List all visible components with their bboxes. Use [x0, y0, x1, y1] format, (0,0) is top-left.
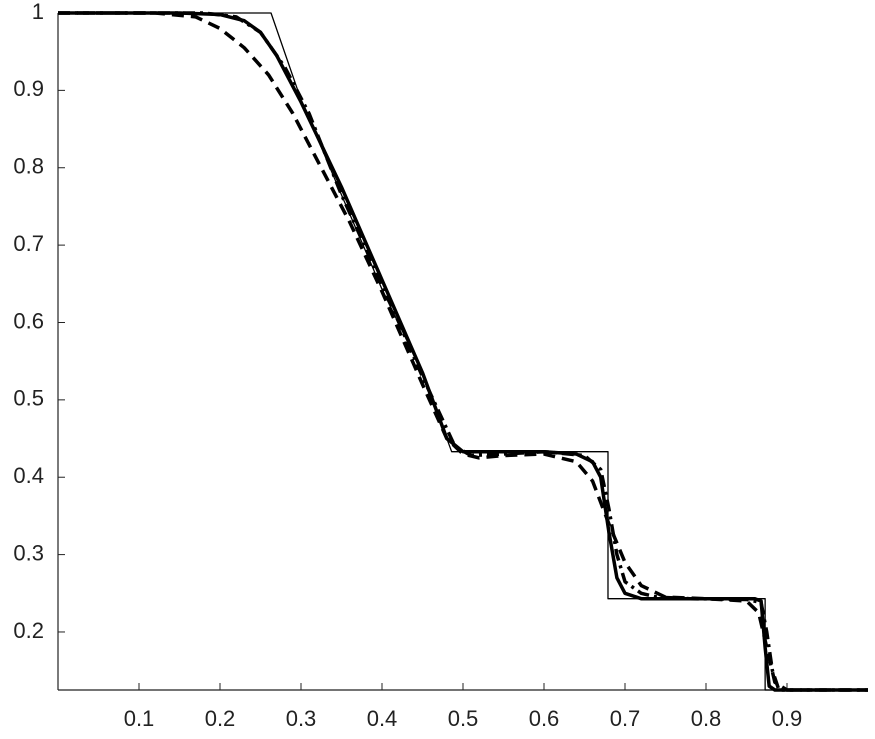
x-tick-label: 0.6	[529, 706, 560, 731]
x-tick-label: 0.8	[691, 706, 722, 731]
y-tick-label: 0.2	[13, 618, 44, 643]
x-tick-label: 0.4	[367, 706, 398, 731]
line	[58, 12, 868, 691]
line	[58, 11, 868, 692]
line	[58, 11, 868, 692]
y-tick-label: 0.5	[13, 386, 44, 411]
x-tick-label: 0.9	[772, 706, 803, 731]
y-tick-label: 0.8	[13, 154, 44, 179]
y-tick-label: 0.7	[13, 231, 44, 256]
x-tick-label: 0.2	[205, 706, 236, 731]
x-tick-label: 0.1	[124, 706, 155, 731]
x-tick-label: 0.5	[448, 706, 479, 731]
x-tick-label: 0.7	[610, 706, 641, 731]
x-tick-label: 0.3	[286, 706, 317, 731]
y-tick-label: 0.3	[13, 540, 44, 565]
y-tick-label: 0.4	[13, 463, 44, 488]
y-tick-label: 1	[32, 0, 44, 24]
y-tick-label: 0.9	[13, 76, 44, 101]
line	[58, 11, 868, 692]
y-tick-label: 0.6	[13, 308, 44, 333]
